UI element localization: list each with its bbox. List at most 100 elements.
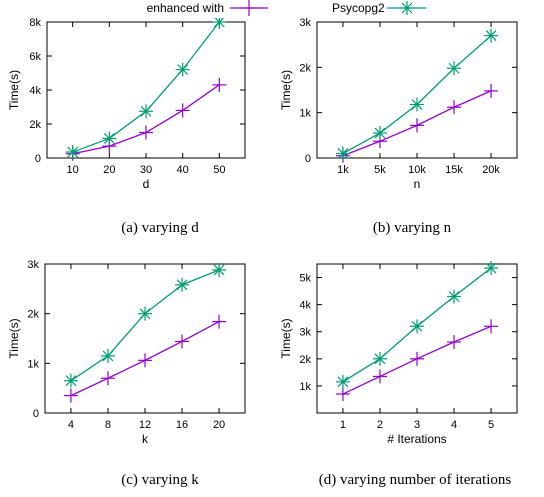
x-tick-label: 3 — [414, 419, 420, 431]
x-tick-label: 20 — [213, 419, 225, 431]
x-tick-label: 10k — [408, 164, 426, 176]
data-point-enhanced — [447, 100, 462, 115]
plot-frame — [316, 21, 518, 159]
y-tick-label: 2k — [299, 354, 311, 366]
data-point-enhanced — [410, 351, 424, 366]
data-point-enhanced — [335, 387, 350, 402]
data-point-psycopg2 — [410, 97, 424, 112]
x-axis-label: # Iterations — [387, 432, 446, 446]
x-tick-label: 4 — [68, 419, 74, 431]
y-tick-label: 0 — [305, 153, 311, 165]
data-point-psycopg2 — [102, 131, 117, 146]
data-point-enhanced — [410, 118, 424, 133]
legend-entry-enhanced: enhanced with — [147, 0, 268, 16]
data-point-psycopg2 — [447, 289, 462, 304]
star-mark-d2 — [411, 99, 423, 110]
series-psycopg2 — [335, 261, 499, 389]
y-tick-label: 1k — [299, 108, 311, 120]
y-tick-label: 0 — [35, 153, 41, 165]
star-mark-d2 — [485, 262, 497, 274]
y-tick-label: 1k — [299, 381, 311, 393]
series-enhanced — [335, 83, 499, 163]
y-tick-label: 0 — [33, 408, 39, 420]
x-tick-label: 5 — [488, 419, 494, 431]
data-point-psycopg2 — [175, 277, 190, 292]
caption-b: (b) varying n — [372, 220, 452, 236]
y-axis-label: Time(s) — [279, 318, 293, 358]
x-tick-label: 30 — [140, 164, 152, 176]
star-mark-d2 — [374, 353, 386, 365]
data-point-psycopg2 — [212, 262, 227, 277]
chart-panel-b: 0 1k 2k 3k 1k 5k 10k 15k 20k n Time(s) — [279, 18, 518, 191]
star-mark-d2 — [448, 62, 460, 74]
data-point-psycopg2 — [138, 306, 152, 321]
data-point-psycopg2 — [484, 28, 499, 43]
x-axis-label: k — [142, 432, 149, 446]
series-psycopg2 — [65, 18, 227, 160]
data-point-psycopg2 — [484, 261, 499, 276]
data-point-psycopg2 — [372, 351, 387, 366]
data-point-psycopg2 — [212, 18, 227, 29]
data-point-enhanced — [63, 388, 78, 403]
data-point-psycopg2 — [447, 61, 462, 76]
series-psycopg2 — [63, 262, 227, 388]
y-tick-label: 2k — [29, 119, 41, 131]
star-mark-d2 — [177, 64, 189, 76]
data-point-enhanced — [484, 319, 499, 334]
chart-legend: enhanced with Psycopg2 — [147, 0, 426, 16]
x-tick-label: 1k — [337, 164, 349, 176]
x-tick-label: 40 — [177, 164, 189, 176]
plot-frame — [316, 263, 518, 414]
legend-marker-star-icon — [400, 1, 414, 15]
data-point-enhanced — [212, 77, 227, 92]
series-enhanced — [63, 314, 227, 403]
chart-panel-c: 0 1k 2k 3k 4 8 12 16 20 k Time(s) — [7, 259, 246, 446]
data-point-enhanced — [175, 103, 190, 118]
data-point-psycopg2 — [139, 104, 153, 119]
y-tick-label: 2k — [27, 309, 39, 321]
data-point-enhanced — [175, 334, 190, 349]
star-mark-d2 — [176, 279, 188, 291]
series-psycopg2 — [335, 28, 499, 161]
x-axis-label: d — [143, 177, 150, 191]
y-tick-label: 3k — [299, 18, 311, 29]
caption-a: (a) varying d — [121, 220, 199, 236]
x-tick-label: 10 — [67, 164, 79, 176]
data-point-psycopg2 — [63, 373, 78, 388]
data-point-enhanced — [138, 353, 152, 368]
y-tick-label: 3k — [27, 259, 39, 271]
x-tick-label: 1 — [340, 419, 346, 431]
data-point-psycopg2 — [335, 146, 350, 161]
data-point-psycopg2 — [175, 62, 190, 77]
y-tick-label: 6k — [29, 51, 41, 63]
y-tick-label: 4k — [29, 85, 41, 97]
x-tick-label: 8 — [105, 419, 111, 431]
star-mark-d2 — [140, 105, 152, 117]
y-axis-label: Time(s) — [279, 70, 293, 110]
data-point-enhanced — [100, 371, 115, 386]
data-point-psycopg2 — [335, 374, 350, 389]
x-tick-label: 50 — [213, 164, 225, 176]
x-tick-label: 20 — [103, 164, 115, 176]
y-axis-label: Time(s) — [7, 318, 21, 358]
y-tick-label: 5k — [299, 273, 311, 285]
data-point-psycopg2 — [65, 145, 80, 160]
y-tick-label: 8k — [29, 18, 41, 29]
y-tick-label: 4k — [299, 300, 311, 312]
star-mark-d2 — [102, 350, 114, 362]
x-axis-label: n — [414, 177, 421, 191]
legend-entry-psycopg2: Psycopg2 — [332, 1, 426, 15]
data-point-psycopg2 — [410, 319, 424, 334]
y-tick-label: 1k — [27, 358, 39, 370]
star-mark-d2 — [139, 308, 151, 320]
x-tick-label: 2 — [377, 419, 383, 431]
x-tick-label: 20k — [482, 164, 500, 176]
legend-label-enhanced: enhanced with — [147, 1, 224, 15]
chart-panel-a: 0 2k 4k 6k 8k 10 20 30 40 50 d Time(s) — [7, 18, 246, 191]
y-tick-label: 3k — [299, 327, 311, 339]
x-tick-label: 16 — [176, 419, 188, 431]
data-point-enhanced — [484, 83, 499, 98]
caption-d: (d) varying number of iterations — [318, 472, 512, 488]
x-tick-label: 12 — [139, 419, 151, 431]
caption-c: (c) varying k — [121, 472, 199, 488]
